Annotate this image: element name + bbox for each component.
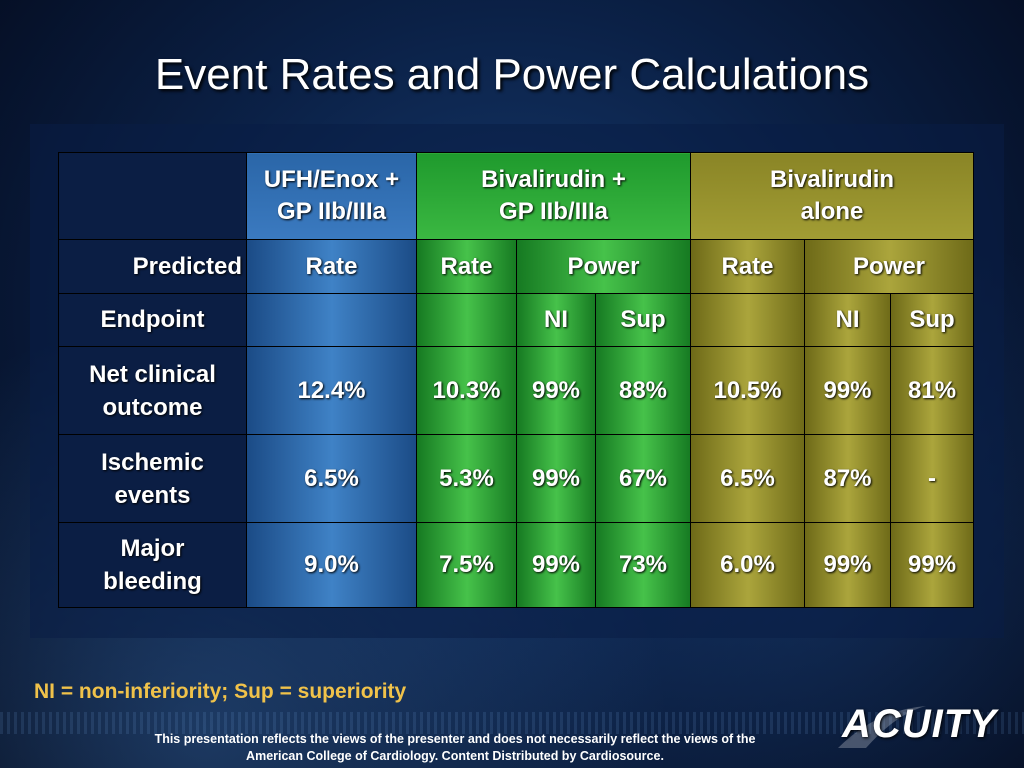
cell-bival-gp-rate: 5.3%: [416, 434, 517, 523]
cell-bival-gp-sup: 88%: [594, 346, 692, 435]
group-header-bival-gp-line2: GP IIb/IIIa: [499, 198, 608, 225]
row-label-line1: Major: [120, 535, 185, 562]
cell-bival-gp-rate: 10.3%: [416, 346, 517, 435]
row-label-line2: events: [114, 481, 191, 509]
group-header-row: UFH/Enox + GP IIb/IIIa Bivalirudin + GP …: [58, 152, 975, 240]
cell-bival-alone-rate: 10.5%: [690, 346, 806, 435]
group-header-bival-alone: Bivalirudin alone: [690, 152, 975, 240]
row-label: Net clinical outcome: [58, 346, 247, 435]
subheader-ufh-rate: Rate: [246, 239, 417, 294]
row-label-line1: Ischemic: [101, 448, 204, 476]
group-header-bival-gp-line1: Bivalirudin +: [481, 166, 626, 193]
endpoint-ufh-empty: [246, 293, 417, 347]
footnote: NI = non-inferiority; Sup = superiority: [34, 680, 407, 703]
endpoint-bival-gp-empty: [416, 293, 517, 347]
power-header-bival-alone-sup: Sup: [890, 293, 975, 347]
cell-ufh-rate: 6.5%: [246, 434, 417, 523]
subheader-bival-alone-rate: Rate: [690, 239, 806, 294]
cell-bival-gp-ni: 99%: [516, 434, 596, 523]
group-header-ufh-line2: GP IIb/IIIa: [277, 198, 386, 225]
cell-bival-alone-sup: -: [890, 434, 975, 523]
cell-bival-gp-sup: 67%: [594, 434, 692, 523]
subheader-bival-gp-power: Power: [515, 239, 692, 294]
power-header-bival-gp-sup: Sup: [594, 293, 692, 347]
slide-title: Event Rates and Power Calculations: [154, 50, 870, 99]
acuity-logo-swoosh-icon: [838, 706, 926, 748]
cell-bival-alone-rate: 6.5%: [690, 434, 806, 523]
group-header-ufh: UFH/Enox + GP IIb/IIIa: [246, 152, 417, 240]
disclaimer-line1: This presentation reflects the views of …: [154, 732, 756, 746]
corner-cell: [58, 152, 247, 240]
cell-ufh-rate: 12.4%: [246, 346, 417, 435]
cell-bival-alone-sup: 81%: [890, 346, 975, 435]
table-row: Net clinical outcome 12.4% 10.3% 99% 88%…: [58, 346, 975, 435]
row-label: Major bleeding: [58, 522, 247, 608]
cell-bival-gp-sup: 73%: [594, 522, 692, 608]
event-rates-table: UFH/Enox + GP IIb/IIIa Bivalirudin + GP …: [58, 152, 975, 608]
group-header-ufh-line1: UFH/Enox +: [263, 166, 400, 193]
row-label-line1: Net clinical: [89, 360, 216, 388]
table-row: Major bleeding 9.0% 7.5% 99% 73% 6.0% 99…: [58, 522, 975, 608]
decorative-dot-band: [0, 712, 1024, 734]
power-header-bival-alone-ni: NI: [804, 293, 892, 347]
row-label: Ischemic events: [58, 434, 247, 523]
cell-bival-gp-rate: 7.5%: [416, 522, 517, 608]
row-label-line2: bleeding: [103, 568, 202, 595]
group-header-bival-alone-line2: alone: [800, 198, 864, 225]
row-label-line2: outcome: [102, 393, 203, 421]
cell-bival-alone-rate: 6.0%: [690, 522, 806, 608]
cell-bival-alone-ni: 99%: [804, 522, 892, 608]
subheader-bival-gp-rate: Rate: [416, 239, 517, 294]
cell-bival-alone-sup: 99%: [890, 522, 975, 608]
group-header-bival-gp: Bivalirudin + GP IIb/IIIa: [415, 152, 692, 240]
endpoint-row: Endpoint NI Sup NI Sup: [58, 293, 975, 347]
endpoint-bival-alone-empty: [690, 293, 806, 347]
cell-bival-alone-ni: 87%: [804, 434, 892, 523]
cell-bival-gp-ni: 99%: [516, 346, 596, 435]
cell-ufh-rate: 9.0%: [246, 522, 417, 608]
cell-bival-alone-ni: 99%: [804, 346, 892, 435]
subheader-bival-alone-power: Power: [804, 239, 975, 294]
acuity-logo: ACUITY: [842, 702, 997, 746]
power-header-bival-gp-ni: NI: [516, 293, 596, 347]
endpoint-label: Endpoint: [58, 293, 247, 347]
predicted-row: Predicted Rate Rate Power Rate Power: [58, 239, 975, 294]
table-row: Ischemic events 6.5% 5.3% 99% 67% 6.5% 8…: [58, 434, 975, 523]
predicted-label: Predicted: [58, 239, 247, 294]
group-header-bival-alone-line1: Bivalirudin: [770, 166, 895, 193]
disclaimer-line2: American College of Cardiology. Content …: [246, 749, 664, 763]
disclaimer: This presentation reflects the views of …: [100, 731, 810, 765]
cell-bival-gp-ni: 99%: [516, 522, 596, 608]
